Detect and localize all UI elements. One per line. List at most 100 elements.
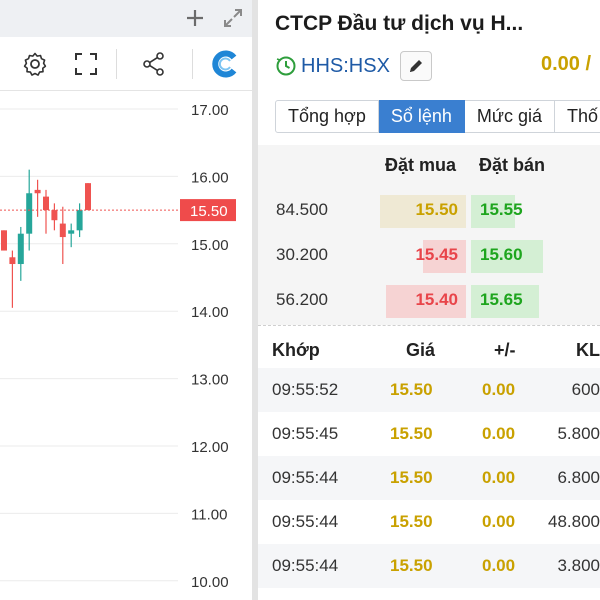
trade-time: 09:55:44 — [272, 556, 339, 575]
trade-volume: 5.800 — [557, 424, 600, 443]
edit-button[interactable] — [399, 51, 432, 81]
y-tick-label: 16.00 — [191, 169, 229, 186]
candle-body — [1, 230, 7, 251]
chart-toolbar — [0, 37, 258, 91]
stock-info-pane: CTCP Đầu tư dịch vụ H... HHS:HSX 0.00 / … — [258, 0, 600, 600]
share-icon[interactable] — [140, 50, 168, 78]
fullscreen-icon[interactable] — [72, 50, 100, 78]
order-book-row[interactable]: 56.200 15.40 15.65 — [258, 279, 600, 324]
trade-time: 09:55:44 — [272, 512, 339, 531]
trade-time: 09:55:52 — [272, 380, 339, 399]
tab-bar: Tổng hợp Sổ lệnh Mức giá Thố — [275, 100, 600, 133]
order-book-row[interactable]: 30.200 15.45 15.60 — [258, 234, 600, 279]
chart-pane[interactable]: 17.00 16.00 15.00 14.00 13.00 12.00 11.00 10.00… — [0, 0, 258, 600]
trade-row[interactable]: 09:55:52 15.50 0.00 600 — [258, 368, 600, 412]
order-book: Đặt mua Đặt bán 84.500 15.50 15.55 30.20… — [258, 145, 600, 325]
candle-body — [34, 189, 41, 194]
chart-top-bar — [0, 0, 258, 37]
candle-body — [51, 210, 58, 221]
expand-icon[interactable] — [221, 6, 245, 30]
trade-time: 09:55:44 — [272, 468, 339, 487]
bid-volume-bar — [380, 195, 466, 228]
trade-price: 15.50 — [390, 380, 433, 399]
ask-price[interactable]: 15.65 — [480, 290, 523, 309]
y-tick-label: 13.00 — [191, 372, 229, 389]
ask-price[interactable]: 15.60 — [480, 245, 523, 264]
candle-body — [59, 223, 66, 238]
order-book-row[interactable]: 84.500 15.50 15.55 — [258, 189, 600, 234]
pane-divider[interactable] — [252, 0, 258, 600]
section-divider — [258, 325, 600, 326]
tab-muc-gia[interactable]: Mức giá — [464, 100, 555, 133]
pencil-icon — [409, 60, 422, 72]
trade-time: 09:55:45 — [272, 424, 339, 443]
buy-header: Đặt mua — [385, 155, 457, 175]
tab-thong-ke[interactable]: Thố — [555, 100, 600, 133]
ticker-row: HHS:HSX — [275, 50, 432, 82]
trade-change: 0.00 — [482, 424, 516, 443]
sell-header: Đặt bán — [479, 155, 546, 175]
trade-price: 15.50 — [390, 512, 433, 531]
price-header: Giá — [406, 340, 436, 360]
candle-body — [68, 230, 75, 234]
current-price-tag — [180, 199, 236, 222]
matched-trades: Khớp Giá +/- KL 09:55:52 15.50 0.00 600 … — [258, 326, 600, 600]
toolbar-separator — [116, 49, 117, 79]
candle-body — [43, 196, 49, 211]
y-tick-label: 14.00 — [191, 304, 229, 321]
trade-row[interactable]: 09:55:45 15.50 0.00 5.800 — [258, 412, 600, 456]
trade-row[interactable]: 09:55:44 15.50 0.00 3.800 — [258, 544, 600, 588]
bid-volume-bar — [386, 285, 466, 318]
trade-volume: 3.800 — [557, 556, 600, 575]
y-tick-label: 10.00 — [191, 574, 229, 591]
candlestick-chart[interactable]: 17.00 16.00 15.00 14.00 13.00 12.00 11.00 10.00… — [0, 92, 258, 600]
bid-price[interactable]: 15.40 — [415, 290, 458, 309]
bid-price[interactable]: 15.45 — [415, 245, 458, 264]
logo-icon[interactable] — [211, 49, 241, 79]
trade-volume: 6.800 — [557, 468, 600, 487]
trade-price: 15.50 — [390, 424, 433, 443]
candle-body — [26, 193, 33, 234]
chart-canvas[interactable]: 17.00 16.00 15.00 14.00 13.00 12.00 11.00 10.00… — [0, 92, 258, 600]
settings-icon[interactable] — [21, 50, 49, 78]
candle-body — [76, 210, 83, 231]
trade-change: 0.00 — [482, 556, 516, 575]
bid-volume: 56.200 — [276, 290, 328, 309]
company-name: CTCP Đầu tư dịch vụ H... — [275, 12, 524, 35]
plus-icon[interactable] — [183, 6, 207, 30]
toolbar-separator — [192, 49, 193, 79]
time-header: Khớp — [272, 340, 320, 360]
trade-row[interactable]: 09:55:44 15.50 0.00 6.800 — [258, 456, 600, 500]
change-header: +/- — [494, 340, 516, 360]
candle-body — [85, 183, 91, 211]
ask-volume-bar — [471, 195, 515, 228]
trade-volume: 48.800 — [548, 512, 600, 531]
current-price-label: 15.50 — [190, 203, 228, 220]
ask-volume-bar — [471, 240, 543, 273]
trade-row[interactable]: 09:55:44 15.50 0.00 48.800 — [258, 500, 600, 544]
y-tick-label: 11.00 — [191, 506, 227, 523]
volume-header: KL — [576, 340, 600, 360]
trade-price: 15.50 — [390, 556, 433, 575]
trade-change: 0.00 — [482, 380, 516, 399]
trade-price: 15.50 — [390, 468, 433, 487]
tab-tong-hop[interactable]: Tổng hợp — [275, 100, 379, 133]
bid-price[interactable]: 15.50 — [415, 200, 458, 219]
candle-body — [9, 257, 16, 265]
trade-change: 0.00 — [482, 468, 516, 487]
bid-volume: 30.200 — [276, 245, 328, 264]
trade-volume: 600 — [571, 380, 600, 399]
ask-volume-bar — [471, 285, 539, 318]
bid-volume-bar — [423, 240, 466, 273]
y-tick-label: 15.00 — [191, 237, 229, 254]
tab-so-lenh[interactable]: Sổ lệnh — [378, 100, 465, 133]
candle-body — [17, 233, 24, 265]
trade-change: 0.00 — [482, 512, 516, 531]
bid-volume: 84.500 — [276, 200, 328, 219]
ask-price[interactable]: 15.55 — [480, 200, 523, 219]
ticker-code[interactable]: HHS:HSX — [301, 54, 390, 77]
last-price: 0.00 / — [541, 53, 592, 75]
clock-icon — [276, 56, 296, 76]
y-tick-label: 12.00 — [191, 439, 229, 456]
y-tick-label: 17.00 — [191, 102, 229, 119]
